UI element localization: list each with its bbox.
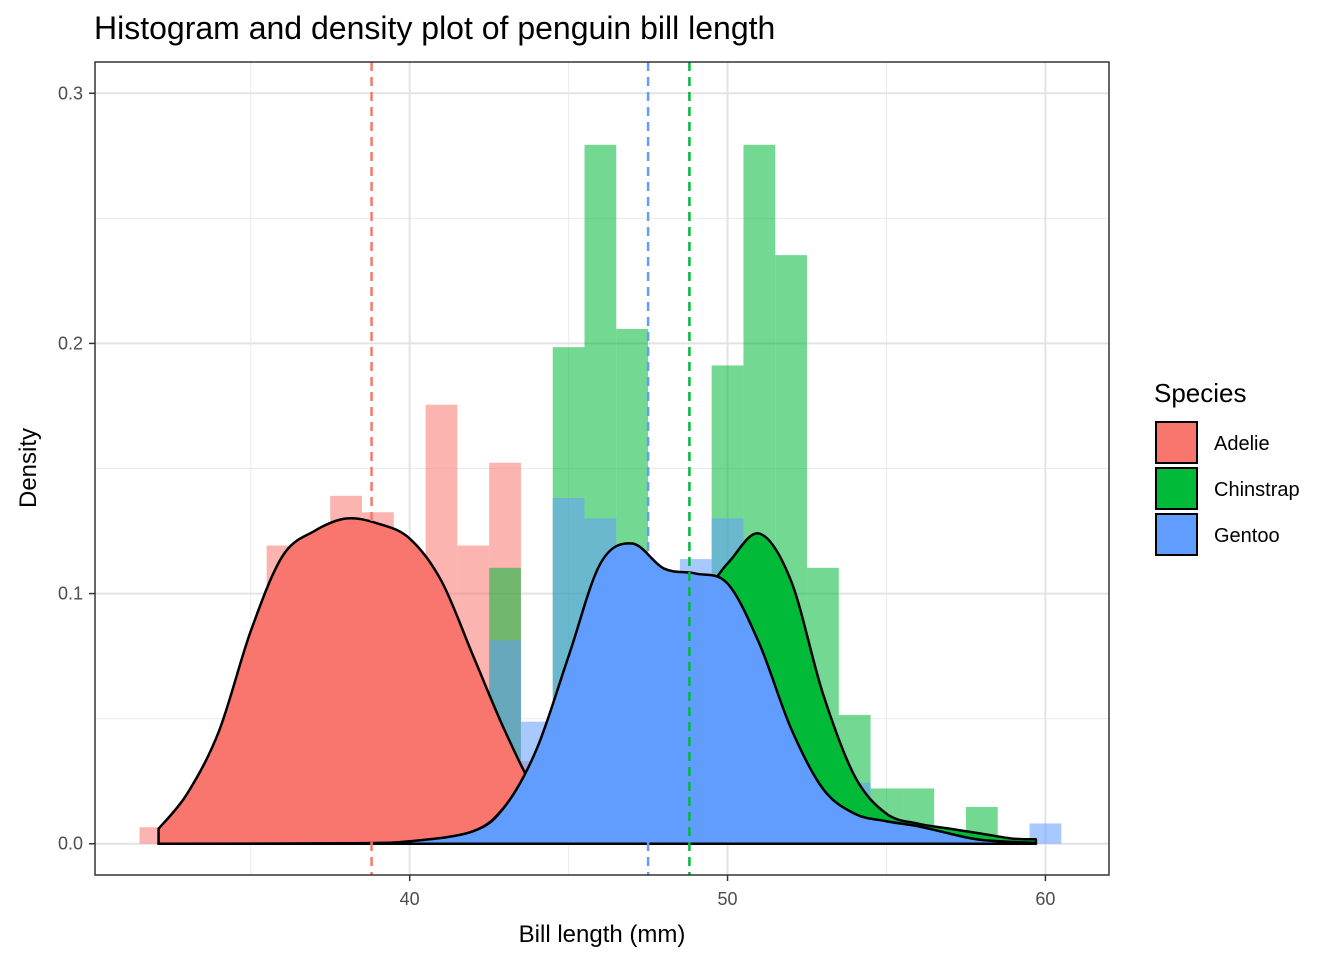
y-axis-title: Density <box>15 428 42 508</box>
legend-label-chinstrap: Chinstrap <box>1214 479 1300 501</box>
y-tick-label: 0.1 <box>58 584 83 604</box>
mean-lines <box>370 62 691 875</box>
legend-label-gentoo: Gentoo <box>1214 525 1280 547</box>
histogram-bar-gentoo <box>1029 823 1062 844</box>
legend-key-chinstrap <box>1155 467 1198 510</box>
x-tick-label: 50 <box>718 889 738 909</box>
legend-key-adelie <box>1155 421 1198 464</box>
density-layer <box>157 517 1038 846</box>
x-axis-title: Bill length (mm) <box>519 921 686 948</box>
y-tick-label: 0.0 <box>58 834 83 854</box>
density-curve-gentoo <box>157 542 1038 845</box>
x-tick-label: 60 <box>1035 889 1055 909</box>
y-tick-label: 0.2 <box>58 333 83 353</box>
plot-border <box>94 61 1110 876</box>
plot-panel <box>94 61 1110 876</box>
y-tick-label: 0.3 <box>58 83 83 103</box>
legend-items: Adelie Chinstrap Gentoo <box>1155 421 1300 556</box>
legend: Species Adelie Chinstrap Gentoo <box>1154 378 1300 556</box>
y-axis: 0.0 0.1 0.2 0.3 <box>58 83 95 854</box>
x-tick-label: 40 <box>400 889 420 909</box>
legend-key-gentoo <box>1155 513 1198 556</box>
legend-title: Species <box>1154 378 1247 408</box>
x-axis: 40 50 60 <box>400 875 1055 909</box>
legend-label-adelie: Adelie <box>1214 433 1270 455</box>
chart-title: Histogram and density plot of penguin bi… <box>94 10 775 46</box>
